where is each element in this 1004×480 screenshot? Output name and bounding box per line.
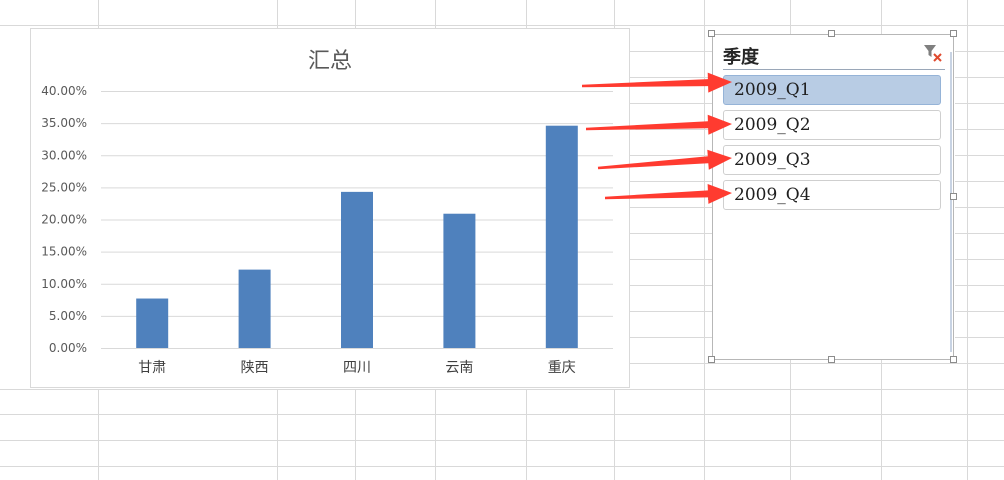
x-category-label: 重庆 (548, 360, 576, 376)
slicer-header: 季度 (723, 41, 945, 70)
slicer-scrollbar[interactable] (950, 52, 952, 352)
x-category-label: 甘肃 (138, 360, 166, 376)
y-tick-label: 35.00% (41, 116, 87, 130)
x-category-label: 陕西 (241, 360, 269, 376)
bar-4[interactable] (545, 125, 578, 348)
slicer-item-2009-q2[interactable]: 2009_Q2 (723, 110, 941, 140)
y-tick-label: 40.00% (41, 84, 87, 98)
y-tick-label: 0.00% (49, 341, 87, 355)
bar-3[interactable] (443, 213, 476, 348)
bar-2[interactable] (341, 191, 373, 348)
y-tick-label: 10.00% (41, 277, 87, 291)
resize-handle[interactable] (950, 30, 957, 37)
clear-filter-icon[interactable] (923, 43, 943, 63)
resize-handle[interactable] (828, 356, 835, 363)
y-tick-label: 5.00% (49, 309, 87, 323)
slicer-item-2009-q3[interactable]: 2009_Q3 (723, 145, 941, 175)
summary-bar-chart[interactable]: 汇总 40.00% 35.00% 30.00% 25.00% 20.00% 15.00% 1… (30, 28, 630, 388)
resize-handle[interactable] (950, 193, 957, 200)
y-tick-label: 15.00% (41, 245, 87, 259)
y-tick-label: 30.00% (41, 148, 87, 162)
resize-handle[interactable] (708, 356, 715, 363)
x-category-label: 四川 (343, 360, 371, 376)
slicer-item-2009-q1[interactable]: 2009_Q1 (723, 75, 941, 105)
chart-title: 汇总 (307, 49, 352, 74)
y-tick-label: 20.00% (41, 213, 87, 227)
quarter-slicer[interactable]: 季度 2009_Q1 2009_Q2 2009_Q3 2009_Q4 (712, 34, 954, 360)
slicer-title: 季度 (723, 47, 759, 68)
resize-handle[interactable] (708, 30, 715, 37)
slicer-item-2009-q4[interactable]: 2009_Q4 (723, 180, 941, 210)
chart-plot: 40.00% 35.00% 30.00% 25.00% 20.00% 15.00% 10.0… (41, 84, 613, 376)
bar-0[interactable] (136, 298, 169, 348)
resize-handle[interactable] (950, 356, 957, 363)
resize-handle[interactable] (708, 193, 715, 200)
resize-handle[interactable] (828, 30, 835, 37)
bar-1[interactable] (238, 269, 271, 348)
y-tick-label: 25.00% (41, 180, 87, 194)
x-category-label: 云南 (445, 360, 473, 376)
